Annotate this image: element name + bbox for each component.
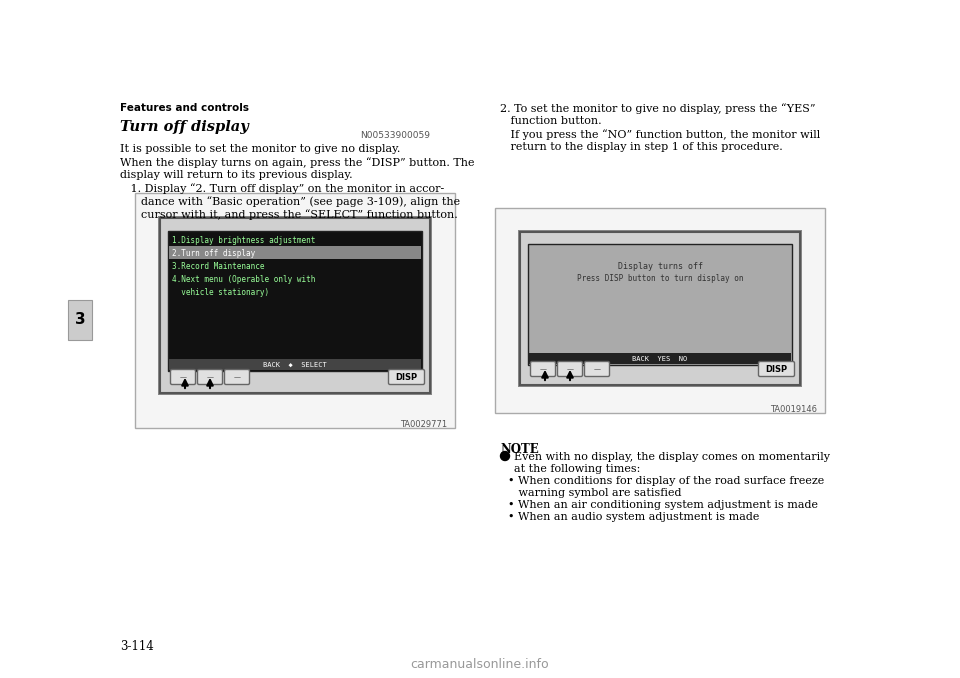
Text: —: — [593,366,601,372]
Text: Display turns off: Display turns off [617,262,703,271]
FancyBboxPatch shape [225,370,250,384]
FancyBboxPatch shape [531,361,556,376]
Text: vehicle stationary): vehicle stationary) [172,288,269,297]
Text: function button.: function button. [500,116,602,126]
Text: DISP: DISP [395,372,417,382]
FancyBboxPatch shape [171,370,196,384]
Bar [168,231,422,371]
FancyBboxPatch shape [585,361,610,376]
FancyBboxPatch shape [158,216,432,395]
Text: 1.Display brightness adjustment: 1.Display brightness adjustment [172,236,316,245]
Text: 3-114: 3-114 [120,640,154,653]
Text: —: — [206,374,213,380]
Text: DISP: DISP [765,365,787,374]
Text: 2. To set the monitor to give no display, press the “YES”: 2. To set the monitor to give no display… [500,103,815,114]
Text: dance with “Basic operation” (see page 3-109), align the: dance with “Basic operation” (see page 3… [120,196,460,207]
Bar [528,244,792,365]
Bar [495,208,825,413]
FancyBboxPatch shape [198,370,223,384]
Text: • When an audio system adjustment is made: • When an audio system adjustment is mad… [508,512,759,522]
Text: NOTE: NOTE [500,443,539,456]
Text: warning symbol are satisfied: warning symbol are satisfied [508,488,682,498]
Circle shape [500,452,510,460]
Text: TA0029771: TA0029771 [400,420,447,429]
Text: Features and controls: Features and controls [120,103,249,113]
FancyBboxPatch shape [160,218,430,393]
FancyBboxPatch shape [518,230,802,387]
Text: carmanualsonline.info: carmanualsonline.info [411,658,549,671]
Text: 4.Next menu (Operable only with: 4.Next menu (Operable only with [172,275,316,284]
Text: N00533900059: N00533900059 [360,131,430,140]
Text: If you press the “NO” function button, the monitor will: If you press the “NO” function button, t… [500,129,820,140]
Text: —: — [180,374,186,380]
Bar [135,193,455,428]
Text: • When conditions for display of the road surface freeze: • When conditions for display of the roa… [508,476,825,486]
Bar [169,359,421,370]
Text: Turn off display: Turn off display [120,120,249,134]
Text: return to the display in step 1 of this procedure.: return to the display in step 1 of this … [500,142,782,152]
Text: display will return to its previous display.: display will return to its previous disp… [120,170,352,180]
Text: BACK  ◆  SELECT: BACK ◆ SELECT [263,362,326,368]
Text: Press DISP button to turn display on: Press DISP button to turn display on [577,274,743,283]
Bar [68,300,92,340]
Text: When the display turns on again, press the “DISP” button. The: When the display turns on again, press t… [120,157,474,167]
Text: —: — [566,366,573,372]
Text: cursor with it, and press the “SELECT” function button.: cursor with it, and press the “SELECT” f… [120,209,458,220]
FancyBboxPatch shape [520,232,800,385]
Text: • When an air conditioning system adjustment is made: • When an air conditioning system adjust… [508,500,818,510]
Bar [169,246,421,259]
Text: 3.Record Maintenance: 3.Record Maintenance [172,262,265,271]
Text: 2.Turn off display: 2.Turn off display [172,249,255,258]
Text: BACK  YES  NO: BACK YES NO [633,356,687,362]
Text: It is possible to set the monitor to give no display.: It is possible to set the monitor to giv… [120,144,400,154]
Text: 3: 3 [75,313,85,327]
Text: TA0019146: TA0019146 [770,405,817,414]
Text: 1. Display “2. Turn off display” on the monitor in accor-: 1. Display “2. Turn off display” on the … [120,183,444,194]
Text: —: — [233,374,241,380]
FancyBboxPatch shape [558,361,583,376]
FancyBboxPatch shape [758,361,795,376]
Text: Even with no display, the display comes on momentarily: Even with no display, the display comes … [514,452,830,462]
Bar [529,353,791,364]
Text: at the following times:: at the following times: [514,464,640,474]
FancyBboxPatch shape [389,370,424,384]
Text: —: — [540,366,546,372]
